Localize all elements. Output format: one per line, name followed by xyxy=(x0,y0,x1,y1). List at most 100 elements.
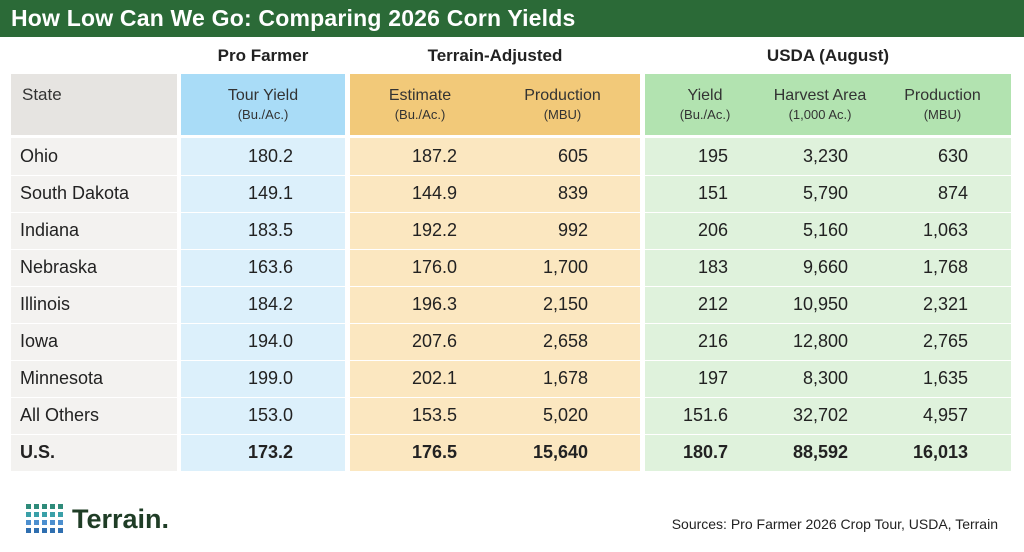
cell-usda-production: 2,765 xyxy=(922,331,968,351)
group-label-terrain: Terrain-Adjusted xyxy=(427,46,563,65)
estimate-label: Estimate xyxy=(388,87,452,104)
cell-terrain-production: 2,658 xyxy=(542,331,588,351)
cell-terrain-production: 992 xyxy=(557,220,588,240)
row-divider xyxy=(11,360,1011,361)
column-header-tour-yield: Tour Yield (Bu./Ac.) xyxy=(181,86,345,136)
terrain-production-unit: (MBU) xyxy=(543,107,582,122)
cell-tour-yield: 194.0 xyxy=(247,331,293,351)
cell-estimate: 153.5 xyxy=(411,405,457,425)
cell-state: Illinois xyxy=(20,294,71,314)
logo-dots-icon xyxy=(26,504,63,533)
cell-tour-yield: 183.5 xyxy=(247,220,293,240)
cell-estimate: 144.9 xyxy=(411,183,457,203)
harvest-area-label: Harvest Area xyxy=(773,87,867,104)
column-header-harvest-area: Harvest Area (1,000 Ac.) xyxy=(758,86,882,136)
chart-title: How Low Can We Go: Comparing 2026 Corn Y… xyxy=(11,5,576,31)
row-divider xyxy=(11,434,1011,435)
cell-usda-production: 4,957 xyxy=(922,405,968,425)
group-label-pro-farmer: Pro Farmer xyxy=(217,46,309,65)
cell-estimate: 192.2 xyxy=(411,220,457,240)
cell-tour-yield: 199.0 xyxy=(247,368,293,388)
logo-text: Terrain. xyxy=(72,504,170,534)
cell-usda-yield: 183 xyxy=(697,257,728,277)
estimate-unit: (Bu./Ac.) xyxy=(394,107,446,122)
cell-harvest-area: 12,800 xyxy=(792,331,848,351)
cell-tour-yield: 163.6 xyxy=(247,257,293,277)
cell-usda-yield: 206 xyxy=(697,220,728,240)
cell-usda-production: 2,321 xyxy=(922,294,968,314)
cell-estimate: 196.3 xyxy=(411,294,457,314)
cell-harvest-area: 3,230 xyxy=(802,146,848,166)
body-band-state xyxy=(11,138,177,471)
usda-production-unit: (MBU) xyxy=(923,107,962,122)
cell-state: U.S. xyxy=(20,442,56,462)
cell-state: Ohio xyxy=(20,146,59,166)
cell-usda-yield: 151.6 xyxy=(682,405,728,425)
cell-state: Indiana xyxy=(20,220,80,240)
cell-tour-yield: 173.2 xyxy=(247,442,293,462)
row-divider xyxy=(11,323,1011,324)
cell-usda-production: 630 xyxy=(937,146,968,166)
body-band-pro-farmer xyxy=(181,138,345,471)
cell-terrain-production: 1,700 xyxy=(542,257,588,277)
cell-tour-yield: 149.1 xyxy=(247,183,293,203)
cell-harvest-area: 10,950 xyxy=(792,294,848,314)
row-divider xyxy=(11,212,1011,213)
cell-terrain-production: 839 xyxy=(557,183,588,203)
cell-usda-production: 16,013 xyxy=(912,442,968,462)
cell-tour-yield: 153.0 xyxy=(247,405,293,425)
cell-state: All Others xyxy=(20,405,100,425)
tour-yield-label: Tour Yield xyxy=(227,87,299,104)
cell-estimate: 202.1 xyxy=(411,368,457,388)
cell-terrain-production: 5,020 xyxy=(542,405,588,425)
cell-estimate: 207.6 xyxy=(411,331,457,351)
cell-usda-yield: 212 xyxy=(697,294,728,314)
cell-usda-yield: 180.7 xyxy=(682,442,728,462)
cell-harvest-area: 5,160 xyxy=(802,220,848,240)
terrain-production-label: Production xyxy=(524,87,601,104)
harvest-area-unit: (1,000 Ac.) xyxy=(788,107,852,122)
cell-usda-production: 1,768 xyxy=(922,257,968,277)
row-divider xyxy=(11,397,1011,398)
row-divider xyxy=(11,249,1011,250)
cell-terrain-production: 15,640 xyxy=(532,442,588,462)
cell-harvest-area: 8,300 xyxy=(802,368,848,388)
cell-state: South Dakota xyxy=(20,183,130,203)
body-band-terrain xyxy=(350,138,640,471)
cell-usda-yield: 195 xyxy=(697,146,728,166)
cell-tour-yield: 180.2 xyxy=(247,146,293,166)
cell-estimate: 187.2 xyxy=(411,146,457,166)
cell-state: Nebraska xyxy=(20,257,98,277)
column-header-estimate: Estimate (Bu./Ac.) xyxy=(355,86,485,136)
cell-harvest-area: 32,702 xyxy=(792,405,848,425)
usda-yield-unit: (Bu./Ac.) xyxy=(679,107,731,122)
column-header-terrain-production: Production (MBU) xyxy=(495,86,630,136)
row-divider xyxy=(11,286,1011,287)
cell-state: Iowa xyxy=(20,331,59,351)
cell-state: Minnesota xyxy=(20,368,104,388)
cell-terrain-production: 2,150 xyxy=(542,294,588,314)
cell-usda-yield: 216 xyxy=(697,331,728,351)
header-band-usda xyxy=(645,74,1011,135)
cell-estimate: 176.5 xyxy=(411,442,457,462)
title-bar: How Low Can We Go: Comparing 2026 Corn Y… xyxy=(0,0,1024,37)
row-divider xyxy=(11,175,1011,176)
group-label-usda: USDA (August) xyxy=(766,46,890,65)
cell-usda-yield: 197 xyxy=(697,368,728,388)
cell-harvest-area: 88,592 xyxy=(792,442,848,462)
usda-yield-label: Yield xyxy=(687,87,723,104)
column-header-usda-yield: Yield (Bu./Ac.) xyxy=(655,86,755,136)
sources-note: Sources: Pro Farmer 2026 Crop Tour, USDA… xyxy=(671,516,998,532)
cell-terrain-production: 605 xyxy=(557,146,588,166)
cell-usda-production: 1,635 xyxy=(922,368,968,388)
cell-harvest-area: 9,660 xyxy=(802,257,848,277)
cell-estimate: 176.0 xyxy=(411,257,457,277)
cell-terrain-production: 1,678 xyxy=(542,368,588,388)
header-band-pro-farmer xyxy=(181,74,345,135)
cell-usda-production: 1,063 xyxy=(922,220,968,240)
cell-tour-yield: 184.2 xyxy=(247,294,293,314)
column-header-state: State xyxy=(22,85,62,104)
cell-usda-production: 874 xyxy=(937,183,968,203)
header-band-state xyxy=(11,74,177,135)
header-band-terrain xyxy=(350,74,640,135)
